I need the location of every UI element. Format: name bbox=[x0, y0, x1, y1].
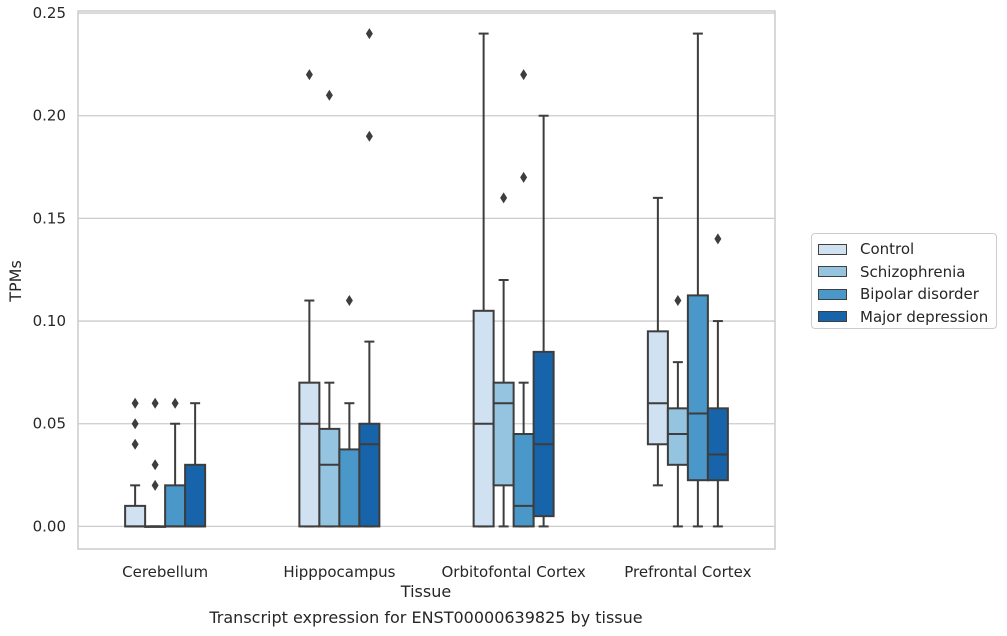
legend-item-control: Control bbox=[818, 238, 996, 261]
box-body bbox=[318, 427, 341, 528]
y-axis-label: TPMs bbox=[6, 260, 25, 303]
outlier-point bbox=[714, 233, 722, 245]
box-body bbox=[532, 350, 555, 518]
box-body bbox=[646, 330, 669, 446]
outlier-point bbox=[365, 28, 373, 40]
box-2-1 bbox=[492, 192, 515, 528]
box-body bbox=[492, 381, 515, 487]
legend-swatch-bipolar-disorder bbox=[818, 288, 847, 300]
box-body bbox=[184, 463, 207, 528]
box-0-3 bbox=[184, 402, 207, 528]
x-tick-label: Cerebellum bbox=[122, 563, 208, 581]
legend-label-schizophrenia: Schizophrenia bbox=[860, 262, 966, 281]
y-tick-label: 0.10 bbox=[33, 312, 66, 330]
box-body bbox=[666, 407, 689, 466]
y-tick-label: 0.05 bbox=[33, 415, 66, 433]
box-body bbox=[358, 422, 381, 528]
box-body bbox=[512, 433, 535, 528]
outlier-point bbox=[520, 171, 528, 183]
y-tick-label: 0.20 bbox=[33, 107, 66, 125]
outlier-point bbox=[171, 397, 179, 409]
box-1-2 bbox=[338, 295, 361, 528]
outlier-point bbox=[674, 295, 682, 307]
legend-label-bipolar-disorder: Bipolar disorder bbox=[860, 285, 979, 304]
box-body bbox=[298, 381, 321, 528]
outlier-point bbox=[520, 69, 528, 81]
outlier-point bbox=[131, 418, 139, 430]
outlier-point bbox=[500, 192, 508, 204]
box-body bbox=[338, 448, 361, 528]
x-axis-label: Tissue bbox=[400, 582, 451, 601]
y-tick-label: 0.15 bbox=[33, 209, 66, 227]
box-1-3 bbox=[358, 28, 381, 528]
box-3-3 bbox=[706, 233, 729, 528]
legend-swatch-major-depression bbox=[818, 311, 847, 323]
legend-label-major-depression: Major depression bbox=[860, 307, 989, 326]
box-3-0 bbox=[646, 196, 669, 487]
box-3-1 bbox=[666, 295, 689, 528]
outlier-point bbox=[365, 130, 373, 142]
x-tick-labels: Cerebellum Hipppocampus Orbitofontal Corte… bbox=[122, 563, 751, 581]
box-body bbox=[706, 407, 729, 482]
box-0-0 bbox=[124, 397, 147, 528]
x-tick-label: Prefrontal Cortex bbox=[624, 563, 751, 581]
outlier-point bbox=[151, 479, 159, 491]
outlier-point bbox=[305, 69, 313, 81]
box-body bbox=[472, 309, 495, 528]
box-0-1 bbox=[144, 397, 167, 528]
legend-swatch-schizophrenia bbox=[818, 266, 847, 278]
x-tick-label: Orbitofontal Cortex bbox=[442, 563, 586, 581]
chart-title: Transcript expression for ENST0000063982… bbox=[208, 608, 642, 627]
outlier-point bbox=[151, 397, 159, 409]
plot-area-frame bbox=[77, 10, 776, 550]
box-2-2 bbox=[512, 69, 535, 528]
box-2-0 bbox=[472, 32, 495, 528]
legend-item-schizophrenia: Schizophrenia bbox=[818, 261, 996, 284]
box-0-2 bbox=[164, 397, 187, 528]
x-tick-label: Hipppocampus bbox=[283, 563, 395, 581]
legend: Control Schizophrenia Bipolar disorder M… bbox=[811, 233, 997, 329]
outlier-point bbox=[131, 438, 139, 450]
legend-item-bipolar-disorder: Bipolar disorder bbox=[818, 283, 996, 306]
boxes bbox=[124, 28, 729, 528]
legend-swatch-control bbox=[818, 243, 847, 255]
y-tick-labels: 0.00 0.05 0.10 0.15 0.20 0.25 bbox=[33, 4, 66, 535]
outlier-point bbox=[151, 459, 159, 471]
box-1-1 bbox=[318, 89, 341, 528]
box-body bbox=[686, 294, 709, 482]
box-3-2 bbox=[686, 32, 709, 528]
y-tick-label: 0.25 bbox=[33, 4, 66, 22]
outlier-point bbox=[131, 397, 139, 409]
outlier-point bbox=[325, 89, 333, 101]
outlier-point bbox=[345, 295, 353, 307]
legend-label-control: Control bbox=[860, 240, 915, 259]
box-body bbox=[124, 504, 147, 528]
box-2-3 bbox=[532, 114, 555, 528]
box-body bbox=[164, 484, 187, 528]
y-tick-label: 0.00 bbox=[33, 517, 66, 535]
legend-item-major-depression: Major depression bbox=[818, 306, 996, 329]
box-1-0 bbox=[298, 69, 321, 528]
